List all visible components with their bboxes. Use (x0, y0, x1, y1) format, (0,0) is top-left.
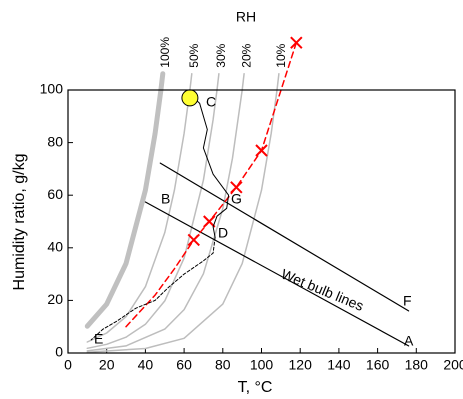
x-tick-label: 0 (64, 357, 72, 373)
plot-frame (67, 89, 456, 354)
curve-label: 30% (214, 43, 228, 67)
series-line (125, 41, 298, 328)
series-line (86, 72, 280, 353)
y-tick-label: 20 (47, 291, 63, 307)
x-axis-label: T, °C (238, 379, 273, 396)
curve-label: 20% (239, 43, 253, 67)
annotation: F (403, 293, 412, 309)
y-tick-label: 60 (47, 186, 63, 202)
x-marker (255, 144, 268, 157)
x-tick-label: 200 (443, 357, 463, 373)
curve-label: 50% (187, 43, 201, 67)
annotation: G (231, 191, 242, 207)
plot-area: 0 20 40 60 80 100 120 140 160 180 200 0 20 40 60 80 100 1… (40, 36, 463, 373)
y-tick-label: 100 (40, 81, 64, 97)
annotation: B (161, 191, 170, 207)
series-line (86, 72, 220, 350)
x-tick-label: 20 (99, 357, 115, 373)
series-line (84, 71, 166, 329)
y-tick-label: 80 (47, 133, 63, 149)
annotation: E (94, 331, 103, 347)
x-tick-label: 180 (405, 357, 429, 373)
x-marker (187, 233, 200, 247)
x-tick-label: 60 (176, 357, 192, 373)
y-tick-label: 40 (47, 239, 63, 255)
x-tick-label: 120 (289, 357, 313, 373)
x-marker (230, 181, 243, 194)
x-marker (290, 36, 303, 49)
series-line (144, 201, 410, 347)
x-marker (203, 215, 216, 228)
annotation: D (218, 225, 228, 241)
x-tick-label: 160 (366, 357, 390, 373)
series-line (159, 162, 410, 312)
curve-label: 10% (274, 43, 288, 67)
x-tick-label: 140 (327, 357, 351, 373)
x-tick-label: 100 (250, 357, 274, 373)
series-line (193, 97, 230, 238)
series-line (90, 236, 216, 341)
y-tick-label: 0 (55, 344, 63, 360)
x-tick-label: 80 (215, 357, 231, 373)
series-line (86, 72, 245, 352)
annotation: C (206, 94, 216, 110)
annotation: A (404, 333, 414, 349)
circle-marker (181, 89, 199, 107)
annotation: Wet bulb lines (279, 266, 366, 314)
curve-label: 100% (158, 37, 172, 68)
x-tick-label: 40 (138, 357, 154, 373)
y-axis-label: Humidity ratio, g/kg (11, 154, 28, 291)
chart-title: RH (236, 9, 256, 25)
